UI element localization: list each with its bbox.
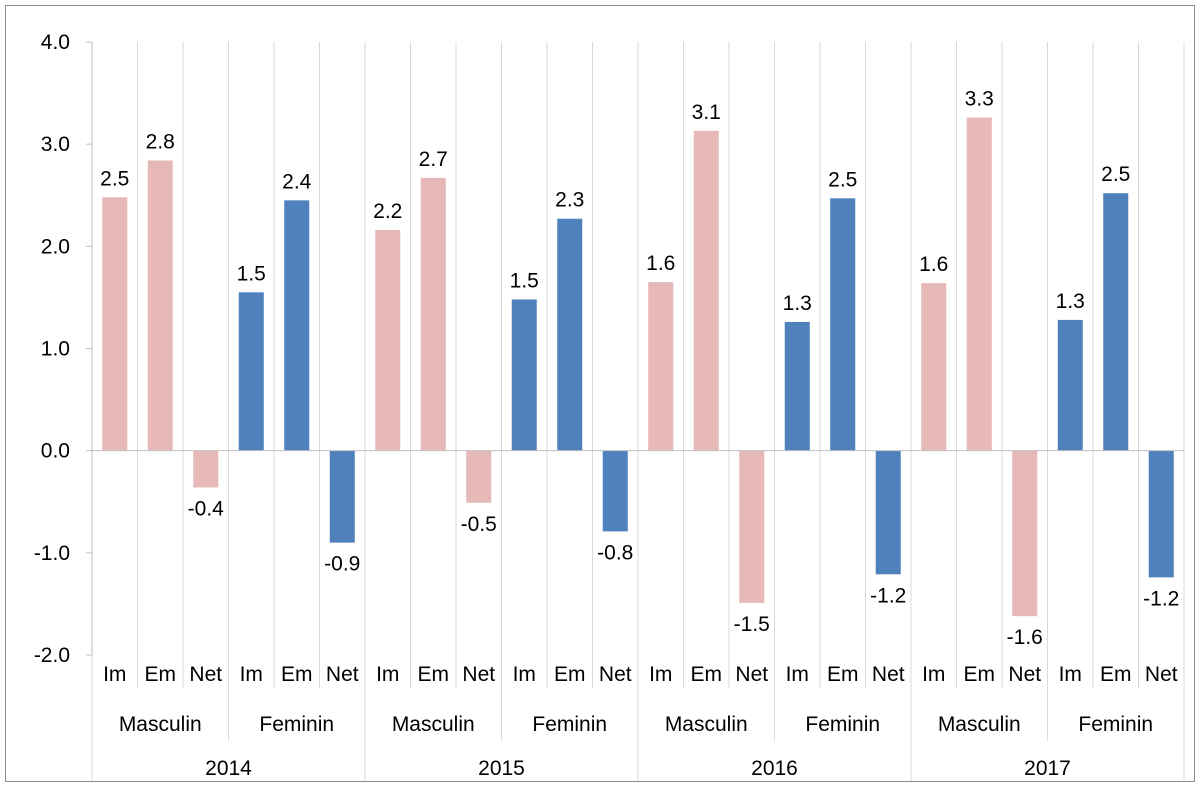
- data-label: -1.2: [1143, 587, 1179, 610]
- year-label: 2015: [478, 757, 525, 780]
- y-tick-label: 1.0: [41, 338, 70, 361]
- bar-2014-feminin-net: [329, 450, 355, 543]
- data-label: -0.8: [597, 541, 633, 564]
- bar-2015-feminin-im: [511, 299, 537, 451]
- measure-label: Im: [786, 663, 809, 686]
- bar-2015-masculin-net: [466, 450, 492, 503]
- measure-label: Im: [103, 663, 126, 686]
- data-label: -0.9: [324, 553, 360, 576]
- bar-2017-feminin-im: [1057, 319, 1083, 451]
- gender-label: Masculin: [392, 713, 475, 736]
- bar-2016-masculin-net: [739, 450, 765, 603]
- measure-label: Em: [691, 663, 723, 686]
- gender-label: Feminin: [1078, 713, 1153, 736]
- measure-label: Net: [1145, 663, 1178, 686]
- bar-2015-masculin-im: [375, 229, 401, 451]
- data-label: 3.3: [965, 88, 994, 111]
- y-tick-label: -1.0: [34, 542, 70, 565]
- measure-label: Net: [1008, 663, 1041, 686]
- measure-label: Net: [462, 663, 495, 686]
- data-label: -0.5: [461, 513, 497, 536]
- bar-2016-masculin-em: [693, 130, 719, 451]
- data-label: 2.5: [100, 167, 129, 190]
- bar-2014-feminin-im: [238, 292, 264, 451]
- gender-label: Feminin: [805, 713, 880, 736]
- data-labels: 2.5 2.8 -0.4 1.5 2.4 -0.9 2.2 2.7 -0.5 1.5 2.3 -0.8…: [100, 88, 1179, 650]
- measure-label: Im: [513, 663, 536, 686]
- measure-label: Net: [189, 663, 222, 686]
- data-label: 3.1: [692, 101, 721, 124]
- bar-2014-masculin-im: [102, 197, 128, 451]
- year-label: 2016: [751, 757, 798, 780]
- data-label: 1.3: [1056, 290, 1085, 313]
- measure-label: Em: [827, 663, 859, 686]
- measure-label: Em: [281, 663, 313, 686]
- data-label: 2.8: [146, 131, 175, 154]
- measure-label: Net: [735, 663, 768, 686]
- bar-2016-masculin-im: [648, 282, 674, 451]
- measure-label: Im: [240, 663, 263, 686]
- data-label: 2.7: [419, 148, 448, 171]
- year-label: 2017: [1024, 757, 1071, 780]
- grid-lines: [91, 42, 1185, 781]
- data-label: -0.4: [188, 497, 225, 520]
- y-tick-label: 2.0: [41, 235, 70, 258]
- gender-label: Masculin: [665, 713, 748, 736]
- bar-2014-masculin-net: [193, 450, 219, 488]
- bar-2017-masculin-em: [966, 117, 992, 451]
- measure-label: Im: [376, 663, 399, 686]
- bar-2015-feminin-em: [557, 218, 583, 451]
- bar-2015-feminin-net: [602, 450, 628, 532]
- data-label: 1.5: [510, 269, 539, 292]
- gender-label: Feminin: [259, 713, 334, 736]
- gender-label: Masculin: [938, 713, 1021, 736]
- measure-label: Im: [1059, 663, 1082, 686]
- measure-label: Im: [649, 663, 672, 686]
- axes: 4.0 3.0 2.0 1.0 0.0 -1.0 -2.0 Im Em Net Masculin Im…: [34, 31, 1184, 780]
- measure-label: Em: [1100, 663, 1132, 686]
- bar-2016-feminin-net: [875, 450, 901, 575]
- bar-2016-feminin-em: [830, 198, 856, 451]
- measure-label: Net: [326, 663, 359, 686]
- bar-2016-feminin-im: [784, 321, 810, 451]
- y-tick-label: 0.0: [41, 440, 70, 463]
- data-label: 2.3: [555, 189, 584, 212]
- y-tick-label: -2.0: [34, 644, 70, 667]
- bar-2015-masculin-em: [420, 177, 446, 451]
- bar-2017-masculin-net: [1012, 450, 1038, 617]
- data-label: -1.5: [734, 613, 770, 636]
- bar-2017-feminin-net: [1148, 450, 1174, 578]
- data-label: 2.4: [282, 170, 312, 193]
- gender-label: Masculin: [119, 713, 202, 736]
- data-label: 1.6: [919, 253, 948, 276]
- bar-2014-feminin-em: [284, 200, 310, 451]
- data-label: -1.2: [870, 584, 906, 607]
- y-tick-label: 4.0: [41, 31, 70, 54]
- chart-border: [5, 5, 1195, 782]
- bars: [102, 117, 1174, 617]
- data-label: -1.6: [1007, 626, 1043, 649]
- data-label: 2.2: [373, 200, 402, 223]
- data-label: 1.3: [783, 292, 812, 315]
- gender-label: Feminin: [532, 713, 607, 736]
- data-label: 1.5: [237, 262, 266, 285]
- data-label: 2.5: [1101, 163, 1130, 186]
- measure-label: Net: [872, 663, 905, 686]
- measure-label: Net: [599, 663, 632, 686]
- measure-label: Em: [145, 663, 177, 686]
- year-label: 2014: [205, 757, 252, 780]
- measure-label: Em: [554, 663, 586, 686]
- measure-label: Im: [922, 663, 945, 686]
- measure-label: Em: [964, 663, 996, 686]
- bar-2017-masculin-im: [921, 283, 947, 451]
- bar-2017-feminin-em: [1103, 193, 1129, 451]
- data-label: 2.5: [828, 168, 857, 191]
- y-tick-label: 3.0: [41, 133, 70, 156]
- measure-label: Em: [418, 663, 450, 686]
- bar-2014-masculin-em: [147, 160, 173, 451]
- data-label: 1.6: [646, 252, 675, 275]
